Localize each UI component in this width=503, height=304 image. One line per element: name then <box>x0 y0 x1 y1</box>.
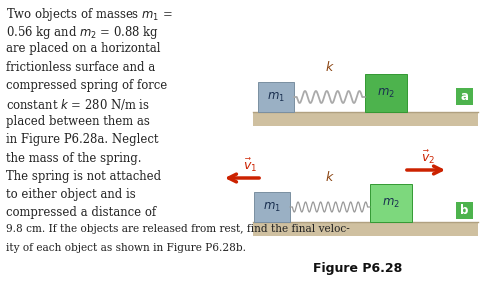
Text: Figure P6.28: Figure P6.28 <box>313 262 402 275</box>
Text: $m_1$: $m_1$ <box>267 91 285 104</box>
Text: $m_2$: $m_2$ <box>382 196 400 209</box>
Bar <box>258 82 294 112</box>
Text: 0.56 kg and $m_2$ = 0.88 kg: 0.56 kg and $m_2$ = 0.88 kg <box>6 24 158 41</box>
Bar <box>370 184 412 222</box>
Text: frictionless surface and a: frictionless surface and a <box>6 60 155 74</box>
Text: $\vec{v}_2$: $\vec{v}_2$ <box>421 149 435 166</box>
Text: placed between them as: placed between them as <box>6 115 150 128</box>
Text: 9.8 cm. If the objects are released from rest, find the final veloc-: 9.8 cm. If the objects are released from… <box>6 224 350 234</box>
Bar <box>456 202 473 219</box>
Text: ity of each object as shown in Figure P6.28b.: ity of each object as shown in Figure P6… <box>6 243 246 253</box>
Text: b: b <box>460 204 469 217</box>
Text: $\vec{v}_1$: $\vec{v}_1$ <box>243 157 257 174</box>
Bar <box>456 88 473 105</box>
Bar <box>254 192 290 222</box>
Text: the mass of the spring.: the mass of the spring. <box>6 152 141 164</box>
Text: $m_2$: $m_2$ <box>377 86 395 99</box>
Text: $k$: $k$ <box>324 60 334 74</box>
Bar <box>365 74 407 112</box>
Text: $k$: $k$ <box>325 170 335 184</box>
Text: constant $k$ = 280 N/m is: constant $k$ = 280 N/m is <box>6 97 150 112</box>
Bar <box>253 112 478 126</box>
Text: a: a <box>461 90 468 103</box>
Text: compressed a distance of: compressed a distance of <box>6 206 156 219</box>
Bar <box>253 222 478 236</box>
Text: $m_1$: $m_1$ <box>263 200 281 213</box>
Text: Two objects of masses $m_1$ =: Two objects of masses $m_1$ = <box>6 6 173 23</box>
Text: compressed spring of force: compressed spring of force <box>6 79 167 92</box>
Text: The spring is not attached: The spring is not attached <box>6 170 161 183</box>
Text: to either object and is: to either object and is <box>6 188 136 201</box>
Text: are placed on a horizontal: are placed on a horizontal <box>6 42 160 55</box>
Text: in Figure P6.28a. Neglect: in Figure P6.28a. Neglect <box>6 133 158 147</box>
